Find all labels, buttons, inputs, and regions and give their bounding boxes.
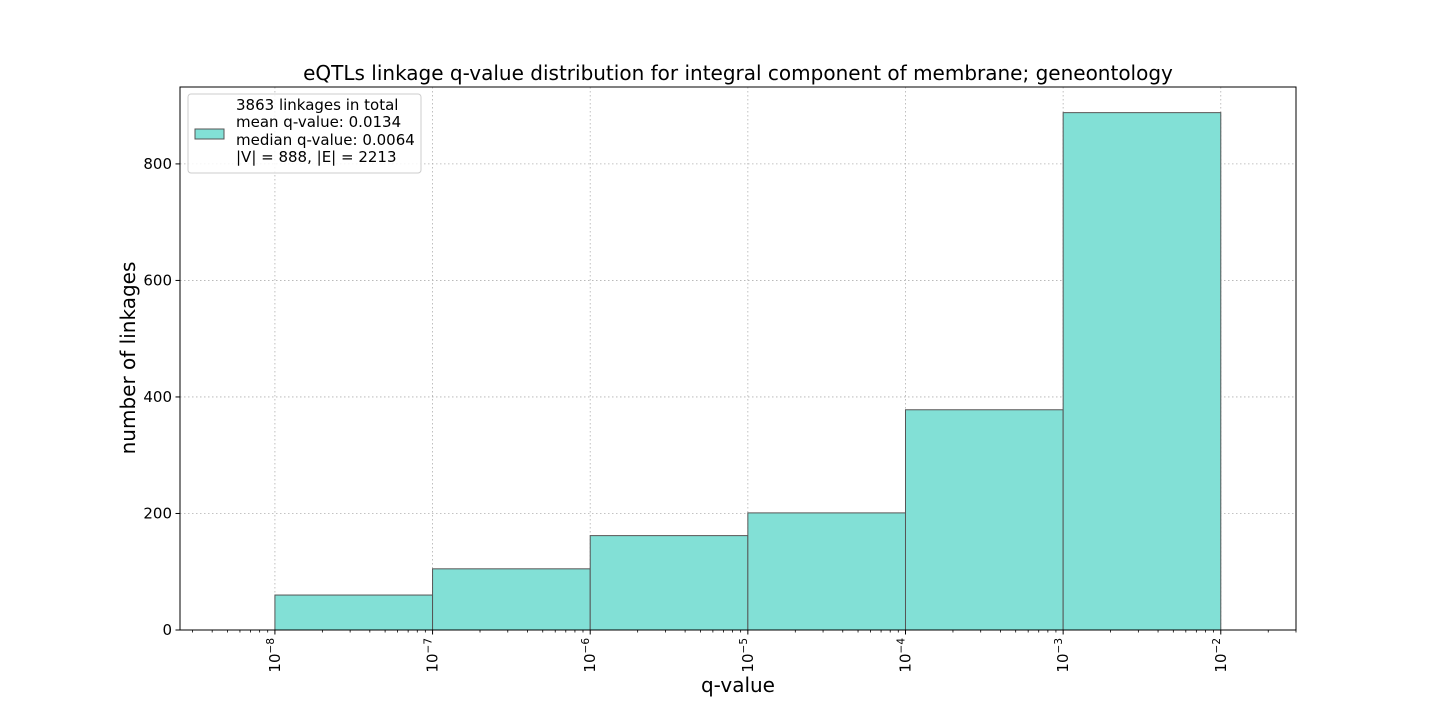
x-tick-label-base-5: 10 (1054, 653, 1072, 672)
y-axis-title: number of linkages (116, 262, 140, 455)
y-tick-label-3: 600 (143, 271, 172, 289)
legend-box (187, 93, 422, 174)
legend-swatch (194, 128, 225, 140)
histogram-bar-2 (589, 535, 749, 631)
x-tick-label-base-2: 10 (581, 653, 599, 672)
y-tick-label-1: 200 (143, 504, 172, 522)
legend-line-median: median q-value: 0.0064 (236, 131, 415, 149)
x-axis-title: q-value (701, 673, 775, 697)
histogram-bar-0 (274, 594, 434, 631)
legend: 3863 linkages in total mean q-value: 0.0… (187, 93, 422, 174)
y-tick-label-4: 800 (143, 155, 172, 173)
plot-frame (179, 86, 1297, 631)
axis-ticks: 020040060080010−810−710−610−510−410−310−… (143, 155, 1229, 673)
x-tick-label-exponent-2: −6 (580, 638, 592, 654)
x-tick-label-0: 10−8 (265, 638, 284, 673)
x-tick-label-exponent-6: −2 (1211, 638, 1223, 653)
histogram-bar-4 (904, 409, 1064, 631)
x-tick-label-base-1: 10 (424, 653, 442, 672)
y-tick-label-0: 0 (162, 621, 172, 639)
legend-line-total: 3863 linkages in total (236, 96, 398, 114)
x-tick-label-5: 10−3 (1053, 638, 1072, 673)
histogram-bar-3 (747, 512, 906, 631)
x-tick-label-exponent-1: −7 (423, 638, 435, 653)
y-tick-label-2: 400 (143, 388, 172, 406)
histogram-bar-1 (432, 568, 591, 631)
x-tick-label-3: 10−5 (738, 638, 757, 673)
x-tick-label-base-3: 10 (739, 653, 757, 672)
legend-line-graph: |V| = 888, |E| = 2213 (236, 148, 397, 166)
x-tick-label-exponent-5: −3 (1053, 638, 1065, 653)
histogram-bars (274, 112, 1222, 631)
x-tick-label-6: 10−2 (1211, 638, 1230, 673)
x-tick-label-exponent-4: −4 (895, 638, 907, 654)
x-tick-label-1: 10−7 (423, 638, 442, 673)
chart-title: eQTLs linkage q-value distribution for i… (303, 61, 1173, 85)
x-tick-label-exponent-3: −5 (738, 638, 750, 653)
x-tick-label-4: 10−4 (895, 638, 914, 673)
x-tick-label-base-6: 10 (1212, 653, 1230, 672)
x-tick-label-base-4: 10 (896, 653, 914, 672)
histogram-bar-5 (1062, 112, 1222, 631)
x-tick-label-exponent-0: −8 (265, 638, 277, 653)
legend-line-mean: mean q-value: 0.0134 (236, 113, 401, 131)
x-tick-label-base-0: 10 (266, 653, 284, 672)
x-tick-label-2: 10−6 (580, 638, 599, 673)
